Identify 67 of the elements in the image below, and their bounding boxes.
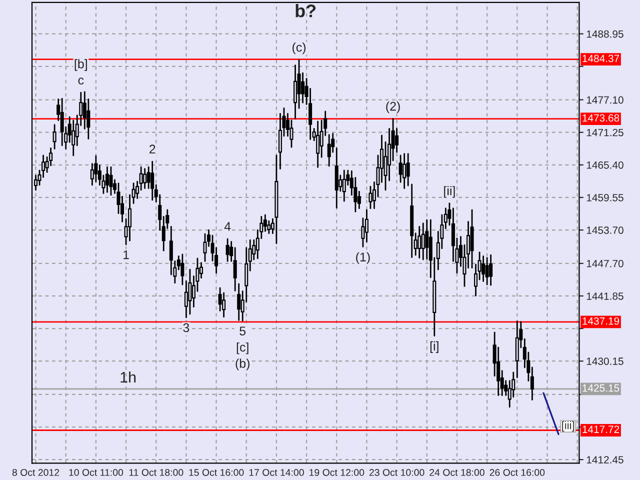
chart-title: b? — [296, 4, 316, 18]
y-tick-label: 1453.70 — [586, 226, 624, 234]
y-tick-label: 1471.25 — [586, 128, 624, 136]
y-tick-label: 1488.95 — [586, 30, 624, 38]
candlestick — [60, 98, 64, 146]
candlestick — [421, 222, 425, 260]
candlestick — [301, 72, 305, 104]
candlestick — [368, 186, 372, 210]
candlestick — [402, 153, 406, 189]
candlestick — [342, 170, 346, 202]
candlestick — [169, 226, 173, 276]
text: (c) — [292, 42, 306, 54]
candlestick — [180, 254, 184, 286]
x-tick-label: 26 Oct 16:00 — [490, 469, 545, 476]
candlestick — [482, 255, 486, 282]
candlestick — [52, 124, 56, 150]
y-tick-label: 1459.55 — [586, 194, 624, 202]
candlestick — [327, 134, 331, 167]
candlestick — [418, 226, 422, 259]
candlestick — [316, 120, 320, 168]
x-tick-label: 17 Oct 14:00 — [249, 469, 304, 476]
candlestick — [226, 238, 230, 262]
x-tick-label: 10 Oct 11:00 — [69, 469, 124, 476]
x-tick-label: 8 Oct 2012 — [12, 469, 60, 476]
candlestick — [109, 166, 113, 196]
candlestick — [143, 168, 147, 189]
x-tick-label: 23 Oct 10:00 — [369, 469, 424, 476]
ref-line-label: 1437.19 — [582, 317, 620, 325]
text: [i] — [430, 341, 438, 353]
candlestick — [485, 257, 489, 286]
candlestick — [94, 155, 98, 182]
y-tick-label: 1441.85 — [586, 292, 624, 300]
x-tick-label: 24 Oct 18:00 — [430, 469, 484, 476]
text: 5 [c] (b) — [236, 326, 250, 370]
text: (1) — [356, 252, 370, 264]
annotation: 1h — [120, 371, 136, 383]
x-tick-label: 19 Oct 12:00 — [310, 469, 364, 476]
y-tick-label: 1412.45 — [586, 456, 624, 464]
ref-line-label: 1425.15 — [582, 384, 620, 392]
candlestick — [470, 209, 474, 269]
candlestick — [515, 320, 519, 378]
candlestick — [489, 254, 493, 286]
candlestick — [150, 160, 154, 201]
series-label: [iii] — [562, 421, 574, 432]
candlestick — [188, 268, 192, 315]
text: [b] c — [74, 59, 87, 85]
text: (2) — [386, 102, 400, 114]
x-tick-label: 15 Oct 16:00 — [189, 469, 244, 476]
text: 1 — [124, 250, 129, 260]
text: 3 — [183, 323, 190, 332]
candlestick — [237, 283, 241, 321]
candlestick — [406, 153, 410, 186]
y-tick-label: 1477.10 — [586, 96, 624, 104]
text: 4 — [224, 222, 231, 231]
ref-line-label: 1473.68 — [582, 114, 620, 122]
ref-line-label: 1417.72 — [582, 426, 620, 433]
text: [ii] — [444, 186, 455, 198]
candlestick — [395, 128, 399, 153]
y-tick-label: 1447.70 — [586, 260, 624, 268]
text: 2 — [150, 144, 156, 154]
candlestick — [334, 148, 338, 208]
y-tick-label: 1465.40 — [586, 161, 624, 169]
candlestick — [105, 166, 109, 193]
ref-line-label: 1484.37 — [582, 54, 620, 62]
y-tick-label: 1430.15 — [586, 358, 624, 365]
candlestick — [203, 233, 207, 262]
x-tick-label: 11 Oct 18:00 — [129, 469, 184, 476]
